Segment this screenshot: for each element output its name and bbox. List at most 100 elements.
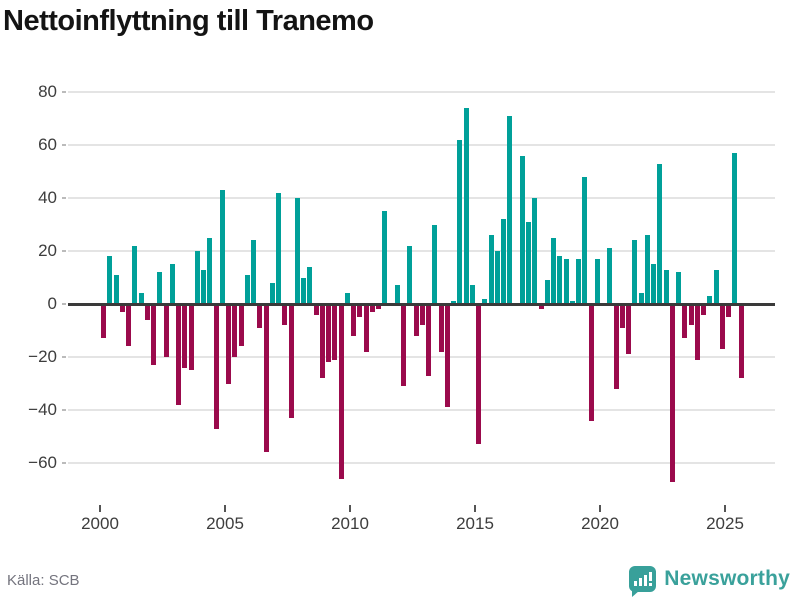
bar-2004-q2[interactable] — [207, 237, 213, 304]
bar-2008-q3[interactable] — [313, 304, 319, 315]
bar-2012-q2[interactable] — [407, 245, 413, 304]
bar-2025-q1[interactable] — [726, 304, 731, 318]
bar-2021-q2[interactable] — [632, 240, 638, 304]
bar-2015-q3[interactable] — [488, 235, 494, 304]
bar-2023-q3[interactable] — [688, 304, 694, 326]
bar-2005-q1[interactable] — [226, 304, 231, 384]
bar-2000-q4[interactable] — [119, 304, 125, 312]
bar-2009-q1[interactable] — [326, 304, 331, 363]
bar-2003-q2[interactable] — [182, 304, 188, 368]
bar-2000-q1[interactable] — [101, 304, 106, 339]
bar-2025-q3[interactable] — [738, 304, 744, 379]
bar-2009-q4[interactable] — [344, 293, 350, 304]
bar-2007-q3[interactable] — [288, 304, 294, 418]
bar-2000-q2[interactable] — [107, 256, 113, 304]
bar-2003-q4[interactable] — [194, 251, 200, 304]
bar-2004-q4[interactable] — [219, 190, 225, 304]
bar-2009-q3[interactable] — [338, 304, 344, 479]
bar-2024-q4[interactable] — [719, 304, 725, 350]
bar-2025-q2[interactable] — [732, 152, 738, 304]
bar-2000-q3[interactable] — [113, 274, 119, 304]
bar-2006-q1[interactable] — [251, 240, 256, 304]
bar-2012-q4[interactable] — [419, 304, 425, 326]
bar-2018-q1[interactable] — [551, 237, 556, 304]
bar-2001-q4[interactable] — [144, 304, 150, 320]
bar-2015-q1[interactable] — [476, 304, 481, 445]
bar-2006-q2[interactable] — [257, 304, 263, 328]
bar-2013-q1[interactable] — [426, 304, 431, 376]
bar-2024-q2[interactable] — [707, 296, 713, 304]
bar-2003-q1[interactable] — [176, 304, 181, 405]
bar-2016-q2[interactable] — [507, 115, 513, 304]
bar-2017-q3[interactable] — [538, 304, 544, 310]
bar-2015-q4[interactable] — [494, 251, 500, 304]
bar-2017-q1[interactable] — [526, 221, 531, 304]
bar-2002-q4[interactable] — [169, 264, 175, 304]
bar-2021-q4[interactable] — [644, 235, 650, 304]
bar-2011-q4[interactable] — [394, 285, 400, 304]
bar-2022-q1[interactable] — [651, 264, 656, 304]
bar-2008-q4[interactable] — [319, 304, 325, 379]
bar-2022-q2[interactable] — [657, 163, 663, 304]
bar-2005-q4[interactable] — [244, 274, 250, 304]
bar-2004-q1[interactable] — [201, 269, 206, 304]
bar-2014-q3[interactable] — [463, 107, 469, 304]
bar-2001-q1[interactable] — [126, 304, 131, 347]
bar-2020-q3[interactable] — [613, 304, 619, 389]
bar-2011-q2[interactable] — [382, 211, 388, 304]
bar-2024-q3[interactable] — [713, 269, 719, 304]
bar-2002-q3[interactable] — [163, 304, 169, 357]
bar-2010-q4[interactable] — [369, 304, 375, 312]
bar-2019-q2[interactable] — [582, 176, 588, 304]
bar-2011-q1[interactable] — [376, 304, 381, 310]
bar-2019-q1[interactable] — [576, 258, 581, 304]
bar-2013-q2[interactable] — [432, 224, 438, 304]
bar-2020-q4[interactable] — [619, 304, 625, 328]
bar-2016-q1[interactable] — [501, 219, 506, 304]
bar-2006-q3[interactable] — [263, 304, 269, 453]
bar-2016-q4[interactable] — [519, 155, 525, 304]
bar-2019-q4[interactable] — [594, 258, 600, 304]
bar-2001-q2[interactable] — [132, 245, 138, 304]
bar-2023-q1[interactable] — [676, 272, 681, 304]
bar-2023-q2[interactable] — [682, 304, 688, 339]
bar-2005-q2[interactable] — [232, 304, 238, 357]
bar-2012-q3[interactable] — [413, 304, 419, 336]
bar-2005-q3[interactable] — [238, 304, 244, 347]
bar-2018-q3[interactable] — [563, 258, 569, 304]
bar-2021-q3[interactable] — [638, 293, 644, 304]
bar-2018-q2[interactable] — [557, 256, 563, 304]
bar-2008-q1[interactable] — [301, 277, 306, 304]
bar-2008-q2[interactable] — [307, 266, 313, 304]
bar-2014-q2[interactable] — [457, 139, 463, 304]
bar-2009-q2[interactable] — [332, 304, 338, 360]
bar-2021-q1[interactable] — [626, 304, 631, 355]
bar-2022-q4[interactable] — [669, 304, 675, 482]
bar-2007-q2[interactable] — [282, 304, 288, 326]
bar-2010-q2[interactable] — [357, 304, 363, 318]
bar-2003-q3[interactable] — [188, 304, 194, 371]
bar-2019-q3[interactable] — [588, 304, 594, 421]
bar-2010-q1[interactable] — [351, 304, 356, 336]
bar-2013-q3[interactable] — [438, 304, 444, 352]
bar-2017-q4[interactable] — [544, 280, 550, 304]
bar-2010-q3[interactable] — [363, 304, 369, 352]
bar-2007-q1[interactable] — [276, 192, 281, 304]
bar-2002-q2[interactable] — [157, 272, 163, 304]
newsworthy-logo[interactable]: Newsworthy — [629, 566, 790, 597]
bar-2001-q3[interactable] — [138, 293, 144, 304]
bar-2012-q1[interactable] — [401, 304, 406, 387]
bar-2020-q2[interactable] — [607, 248, 613, 304]
bar-2017-q2[interactable] — [532, 198, 538, 304]
bar-2022-q3[interactable] — [663, 269, 669, 304]
bar-2007-q4[interactable] — [294, 198, 300, 304]
bar-2024-q1[interactable] — [701, 304, 706, 315]
bar-2006-q4[interactable] — [269, 282, 275, 304]
bar-2004-q3[interactable] — [213, 304, 219, 429]
bar-2015-q2[interactable] — [482, 298, 488, 304]
bar-2014-q4[interactable] — [469, 285, 475, 304]
y-axis-tick — [62, 303, 66, 305]
bar-2023-q4[interactable] — [694, 304, 700, 360]
bar-2002-q1[interactable] — [151, 304, 156, 365]
bar-2013-q4[interactable] — [444, 304, 450, 408]
